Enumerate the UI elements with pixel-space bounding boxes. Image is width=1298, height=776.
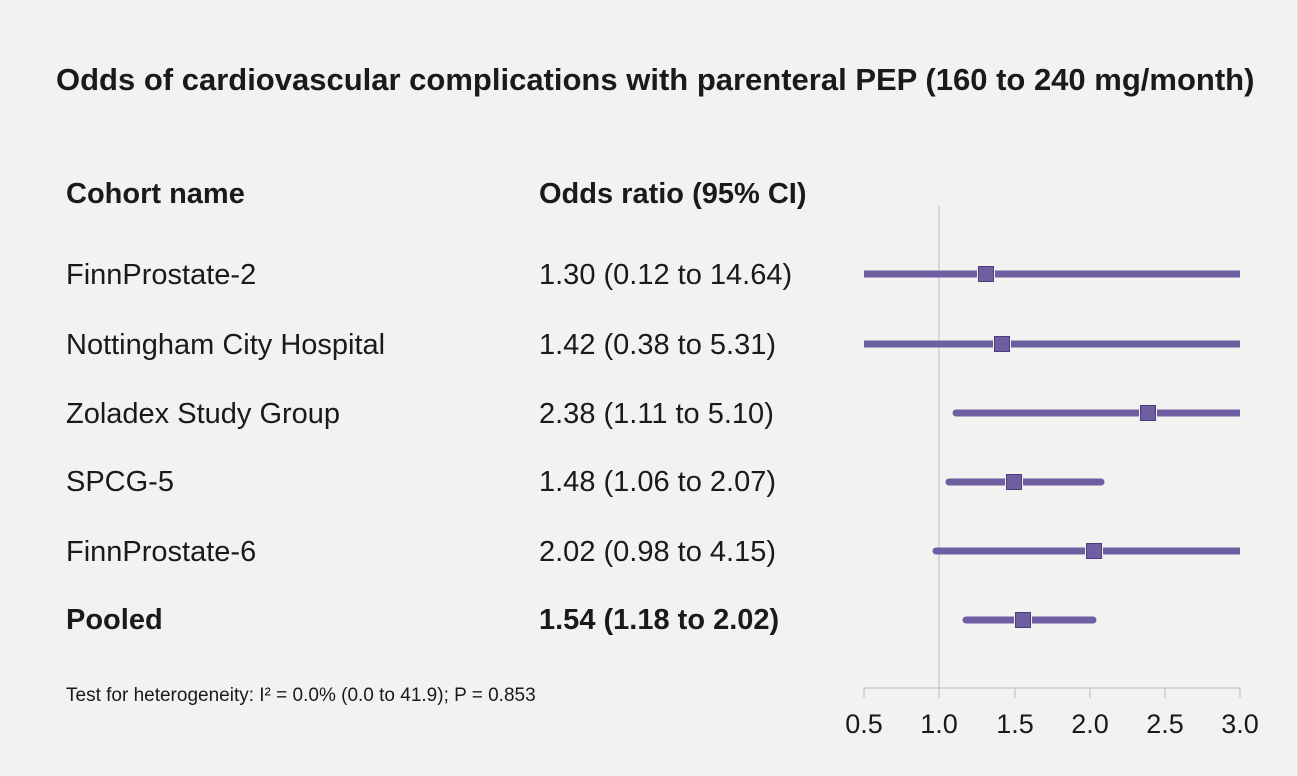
svg-text:3.0: 3.0 bbox=[1221, 709, 1259, 739]
svg-text:1.5: 1.5 bbox=[996, 709, 1034, 739]
svg-text:2.5: 2.5 bbox=[1146, 709, 1184, 739]
svg-text:1.0: 1.0 bbox=[920, 709, 958, 739]
svg-text:2.0: 2.0 bbox=[1071, 709, 1109, 739]
svg-text:0.5: 0.5 bbox=[845, 709, 883, 739]
